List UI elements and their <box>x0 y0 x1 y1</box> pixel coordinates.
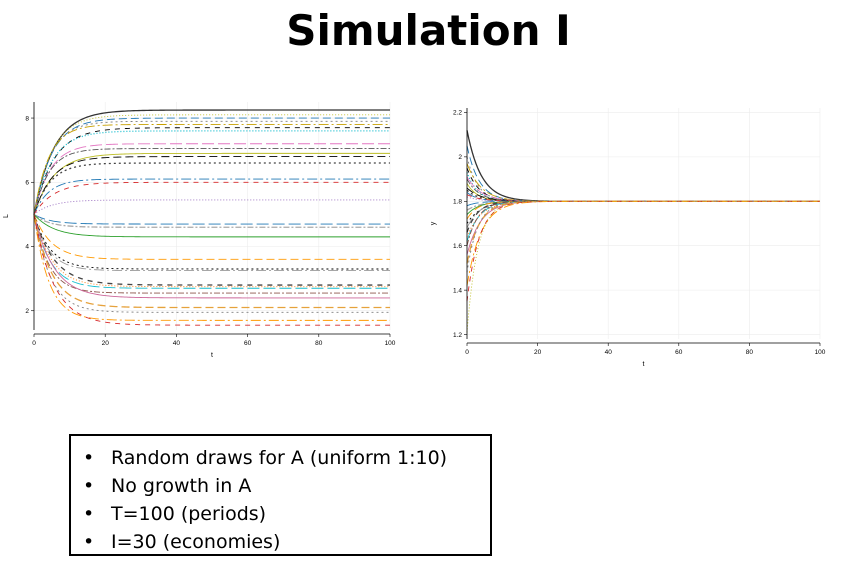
x-tick-label: 40 <box>605 349 613 356</box>
series-line <box>33 213 390 225</box>
y-tick-label: 2 <box>25 308 29 315</box>
x-tick-label: 100 <box>385 340 396 347</box>
series-line <box>33 214 390 299</box>
x-tick-label: 20 <box>102 340 110 347</box>
series-line <box>33 148 390 215</box>
bullet-symbol: • <box>83 475 95 497</box>
bullet-text: I=30 (economies) <box>111 531 281 553</box>
series-line <box>33 214 390 309</box>
y-tick-label: 8 <box>25 115 29 122</box>
bullet-list: • Random draws for A (uniform 1:10) • No g… <box>71 436 490 556</box>
bullet-item: • I=30 (economies) <box>83 528 490 556</box>
series-line <box>33 214 390 321</box>
series-line <box>33 199 390 215</box>
series-line <box>33 214 390 289</box>
series-line <box>33 214 390 238</box>
series-line <box>33 162 390 215</box>
x-tick-label: 0 <box>465 349 469 356</box>
series-line <box>33 124 390 215</box>
bullet-item: • T=100 (periods) <box>83 500 490 528</box>
x-tick-label: 80 <box>746 349 754 356</box>
bullet-symbol: • <box>83 531 95 553</box>
chart-output-y: 0 20 40 60 80 100 1.2 1.4 1.6 1.8 2 2.2 t y <box>430 108 826 368</box>
bullet-text: Random draws for A (uniform 1:10) <box>111 447 448 469</box>
x-axis-label: t <box>643 361 645 368</box>
y-tick-label: 4 <box>25 244 29 251</box>
x-tick-label: 60 <box>675 349 683 356</box>
y-tick-label: 2.2 <box>453 110 462 117</box>
bullet-text: No growth in A <box>111 475 252 497</box>
series-line <box>466 200 820 302</box>
x-tick-label: 60 <box>244 340 252 347</box>
series-line <box>33 120 390 215</box>
bullet-symbol: • <box>83 447 95 469</box>
y-axis-label: y <box>430 221 437 225</box>
series-line <box>33 214 390 270</box>
series-line <box>33 214 390 294</box>
y-tick-label: 6 <box>25 179 29 186</box>
series-line <box>33 214 390 313</box>
x-tick-label: 40 <box>173 340 181 347</box>
plot-area <box>34 102 390 330</box>
chart-labor-L: 0 20 40 60 80 100 2 4 6 8 t L <box>3 102 396 359</box>
y-tick-label: 1.8 <box>453 198 462 205</box>
bullet-box: • Random draws for A (uniform 1:10) • No g… <box>69 434 492 556</box>
series-line <box>33 214 390 272</box>
x-tick-label: 0 <box>32 340 36 347</box>
y-tick-label: 2 <box>458 154 462 161</box>
series-line <box>33 214 390 286</box>
series-line <box>33 152 390 215</box>
series-line <box>33 214 390 288</box>
y-tick-label: 1.6 <box>453 243 462 250</box>
series-line <box>466 200 820 333</box>
y-axis-label: L <box>3 214 10 218</box>
x-tick-label: 20 <box>534 349 542 356</box>
bullet-text: T=100 (periods) <box>111 503 267 525</box>
series-line <box>33 109 390 215</box>
series-line <box>33 214 390 260</box>
y-tick-label: 1.2 <box>453 332 462 339</box>
bullet-symbol: • <box>83 503 95 525</box>
y-tick-label: 1.4 <box>453 287 462 294</box>
x-tick-label: 100 <box>815 349 826 356</box>
series-line <box>33 213 390 228</box>
series-line <box>33 130 390 215</box>
series-line <box>33 143 390 215</box>
series-line <box>33 117 390 215</box>
series-line <box>33 156 390 215</box>
plot-area <box>467 108 820 339</box>
bullet-item: • Random draws for A (uniform 1:10) <box>83 444 490 472</box>
bullet-item: • No growth in A <box>83 472 490 500</box>
x-tick-label: 80 <box>315 340 323 347</box>
series-line <box>33 178 390 215</box>
slide-title: Simulation I <box>286 6 571 55</box>
x-axis-label: t <box>211 352 213 359</box>
